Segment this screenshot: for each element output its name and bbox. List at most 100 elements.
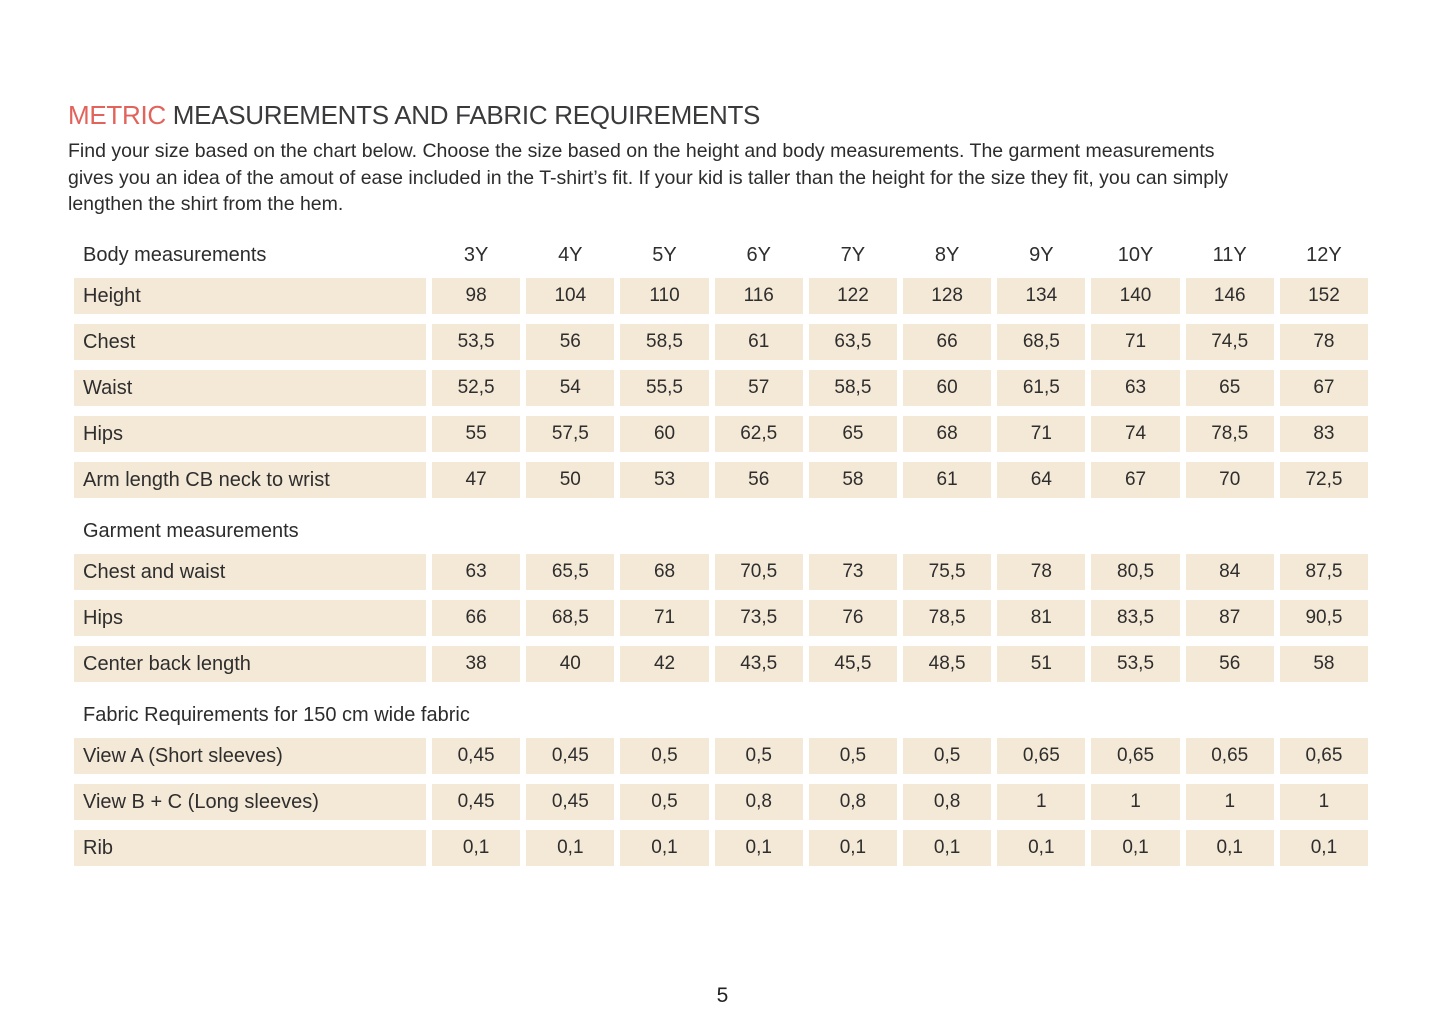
table-row: View A (Short sleeves) 0,45 0,45 0,5 0,5 0,5 0… [74, 738, 1369, 774]
value-cell: 78,5 [1185, 416, 1274, 452]
value-cell: 57 [714, 370, 803, 406]
value-cell: 66 [903, 324, 992, 360]
row-label: Chest and waist [74, 554, 426, 590]
value-cell: 146 [1185, 278, 1274, 314]
value-cell: 98 [432, 278, 521, 314]
value-cell: 80,5 [1091, 554, 1180, 590]
table-row: Waist 52,5 54 55,5 57 58,5 60 61,5 63 65 67 [74, 370, 1369, 406]
value-cell: 56 [1185, 646, 1274, 682]
value-cell: 66 [432, 600, 521, 636]
row-label: View B + C (Long sleeves) [74, 784, 426, 820]
value-cell: 60 [620, 416, 709, 452]
size-column-header: 3Y [463, 243, 489, 266]
value-cell: 84 [1185, 554, 1274, 590]
value-cell: 57,5 [526, 416, 615, 452]
value-cell: 62,5 [714, 416, 803, 452]
table-row: View B + C (Long sleeves) 0,45 0,45 0,5 0,8 0… [74, 784, 1369, 820]
intro-paragraph: Find your size based on the chart below.… [68, 138, 1388, 218]
section-header-row: Fabric Requirements for 150 cm wide fabr… [74, 692, 1368, 738]
value-cell: 0,1 [1091, 830, 1180, 866]
row-label: Waist [74, 370, 426, 406]
value-cell: 0,1 [1279, 830, 1369, 866]
value-cell: 53,5 [1091, 646, 1180, 682]
value-cell: 0,5 [903, 738, 992, 774]
measurement-table: Body measurements 3Y 4Y 5Y 6Y 7Y 8Y 9Y 10Y 11Y 12Y… [74, 232, 1369, 876]
row-label: Rib [74, 830, 426, 866]
value-cell: 68,5 [526, 600, 615, 636]
page-title: METRIC MEASUREMENTS AND FABRIC REQUIREME… [68, 100, 1388, 131]
value-cell: 58 [1279, 646, 1369, 682]
value-cell: 0,45 [526, 738, 615, 774]
value-cell: 83 [1279, 416, 1369, 452]
value-cell: 75,5 [903, 554, 992, 590]
row-label: Chest [74, 324, 426, 360]
section-header-row: Body measurements 3Y 4Y 5Y 6Y 7Y 8Y 9Y 10Y 11Y 12Y [74, 232, 1368, 278]
value-cell: 0,1 [526, 830, 615, 866]
row-label: Hips [74, 416, 426, 452]
size-column-header: 6Y [746, 243, 771, 266]
value-cell: 1 [997, 784, 1086, 820]
value-cell: 42 [620, 646, 709, 682]
value-cell: 56 [526, 324, 615, 360]
value-cell: 0,45 [432, 738, 521, 774]
value-cell: 71 [620, 600, 709, 636]
value-cell: 68 [620, 554, 709, 590]
value-cell: 55 [432, 416, 521, 452]
value-cell: 87 [1185, 600, 1274, 636]
value-cell: 72,5 [1279, 462, 1369, 498]
value-cell: 74,5 [1185, 324, 1274, 360]
value-cell: 104 [526, 278, 615, 314]
title-accent: METRIC [68, 100, 166, 130]
value-cell: 0,5 [620, 738, 709, 774]
table-row: Arm length CB neck to wrist 47 50 53 56 58 61 6… [74, 462, 1369, 498]
value-cell: 70,5 [714, 554, 803, 590]
value-cell: 0,65 [1091, 738, 1180, 774]
value-cell: 70 [1185, 462, 1274, 498]
intro-line: gives you an idea of the amout of ease i… [68, 166, 1229, 189]
table-row: Hips 55 57,5 60 62,5 65 68 71 74 78,5 83 [74, 416, 1369, 452]
value-cell: 78,5 [903, 600, 992, 636]
row-label: Center back length [74, 646, 426, 682]
value-cell: 65 [1185, 370, 1274, 406]
table-row: Hips 66 68,5 71 73,5 76 78,5 81 83,5 87 90,5 [74, 600, 1369, 636]
size-column-header: 9Y [1029, 243, 1054, 266]
value-cell: 68,5 [997, 324, 1086, 360]
value-cell: 51 [997, 646, 1086, 682]
value-cell: 45,5 [808, 646, 898, 682]
value-cell: 0,45 [432, 784, 521, 820]
size-column-header: 11Y [1212, 243, 1247, 266]
value-cell: 0,1 [808, 830, 898, 866]
value-cell: 81 [997, 600, 1086, 636]
value-cell: 1 [1185, 784, 1274, 820]
value-cell: 65 [808, 416, 898, 452]
value-cell: 53 [620, 462, 709, 498]
value-cell: 140 [1091, 278, 1180, 314]
value-cell: 67 [1279, 370, 1369, 406]
value-cell: 122 [808, 278, 898, 314]
value-cell: 58 [808, 462, 898, 498]
value-cell: 0,8 [808, 784, 898, 820]
table-row: Chest and waist 63 65,5 68 70,5 73 75,5 78 80,5 8… [74, 554, 1369, 590]
row-label: Height [74, 278, 426, 314]
value-cell: 38 [432, 646, 521, 682]
value-cell: 0,45 [526, 784, 615, 820]
value-cell: 63 [432, 554, 521, 590]
value-cell: 0,1 [714, 830, 803, 866]
value-cell: 0,1 [432, 830, 521, 866]
value-cell: 61 [714, 324, 803, 360]
value-cell: 116 [714, 278, 803, 314]
value-cell: 1 [1091, 784, 1180, 820]
value-cell: 67 [1091, 462, 1180, 498]
row-label: View A (Short sleeves) [74, 738, 426, 774]
value-cell: 48,5 [903, 646, 992, 682]
value-cell: 60 [903, 370, 992, 406]
size-column-header: 4Y [558, 243, 583, 266]
value-cell: 78 [1279, 324, 1369, 360]
value-cell: 0,65 [997, 738, 1086, 774]
value-cell: 0,1 [1185, 830, 1274, 866]
value-cell: 1 [1279, 784, 1369, 820]
value-cell: 73,5 [714, 600, 803, 636]
value-cell: 0,1 [620, 830, 709, 866]
value-cell: 52,5 [432, 370, 521, 406]
